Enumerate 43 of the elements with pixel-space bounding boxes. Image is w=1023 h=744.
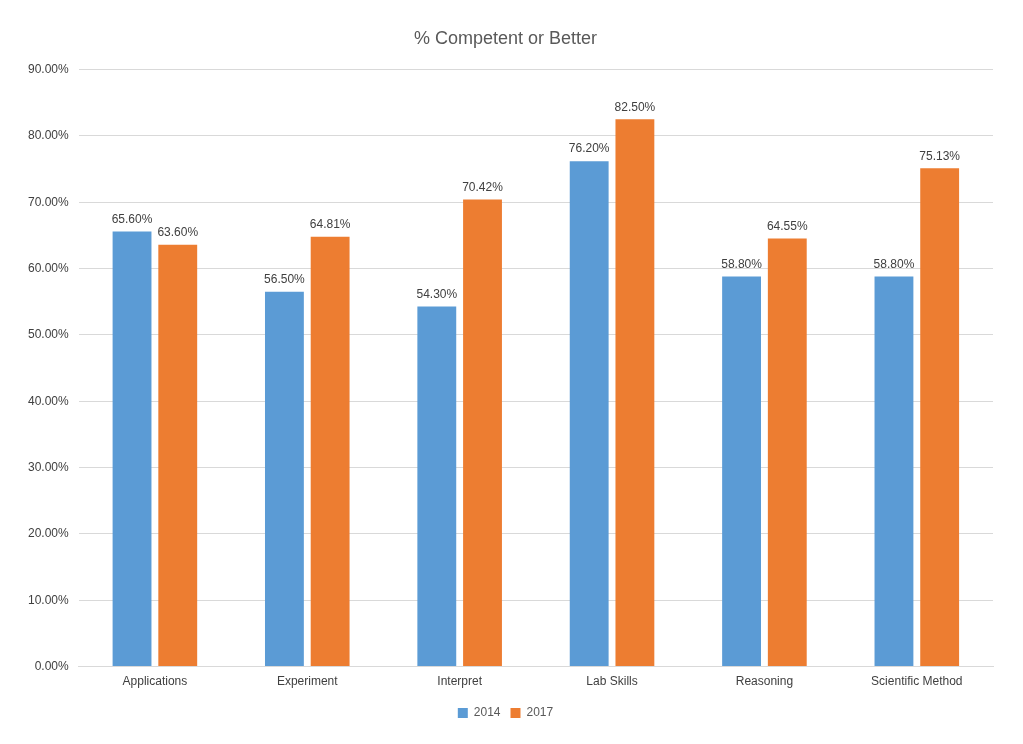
data-label: 54.30%: [416, 286, 458, 301]
y-tick-label: 60.00%: [28, 260, 70, 275]
bar: [310, 236, 350, 667]
legend-label: 2014: [473, 705, 501, 720]
bar: [158, 244, 198, 667]
y-tick-label: 40.00%: [28, 393, 70, 408]
x-tick-label: Scientific Method: [871, 674, 963, 689]
x-tick-label: Applications: [122, 674, 188, 689]
data-label: 58.80%: [873, 256, 915, 271]
y-tick-label: 50.00%: [28, 327, 70, 342]
data-label: 76.20%: [568, 141, 610, 156]
y-tick-label: 0.00%: [34, 658, 70, 673]
data-label: 70.42%: [462, 179, 504, 194]
x-tick-label: Experiment: [276, 674, 339, 689]
bar: [112, 231, 152, 667]
data-label: 63.60%: [157, 225, 199, 240]
x-tick-label: Reasoning: [735, 674, 794, 689]
bar: [615, 119, 655, 667]
y-tick-label: 10.00%: [28, 592, 70, 607]
data-label: 75.13%: [919, 148, 961, 163]
data-label: 82.50%: [614, 99, 656, 114]
bar: [920, 168, 960, 667]
bar: [417, 306, 457, 667]
data-label: 56.50%: [264, 272, 306, 287]
bar: [874, 276, 914, 667]
data-label: 58.80%: [721, 256, 763, 271]
x-tick-label: Interpret: [437, 674, 483, 689]
y-tick-label: 90.00%: [28, 61, 70, 76]
y-tick-label: 70.00%: [28, 194, 70, 209]
y-tick-label: 30.00%: [28, 459, 70, 474]
y-tick-label: 80.00%: [28, 128, 70, 143]
data-label: 64.81%: [309, 217, 351, 232]
y-tick-label: 20.00%: [28, 526, 70, 541]
x-tick-label: Lab Skills: [586, 674, 638, 689]
bar: [722, 276, 761, 667]
chart-title: % Competent or Better: [413, 27, 598, 48]
legend-label: 2017: [526, 705, 554, 720]
bar: [264, 291, 304, 667]
bar: [569, 161, 609, 667]
bar: [767, 238, 807, 667]
bar: [463, 199, 502, 667]
data-label: 65.60%: [111, 211, 153, 226]
data-label: 64.55%: [766, 218, 808, 233]
